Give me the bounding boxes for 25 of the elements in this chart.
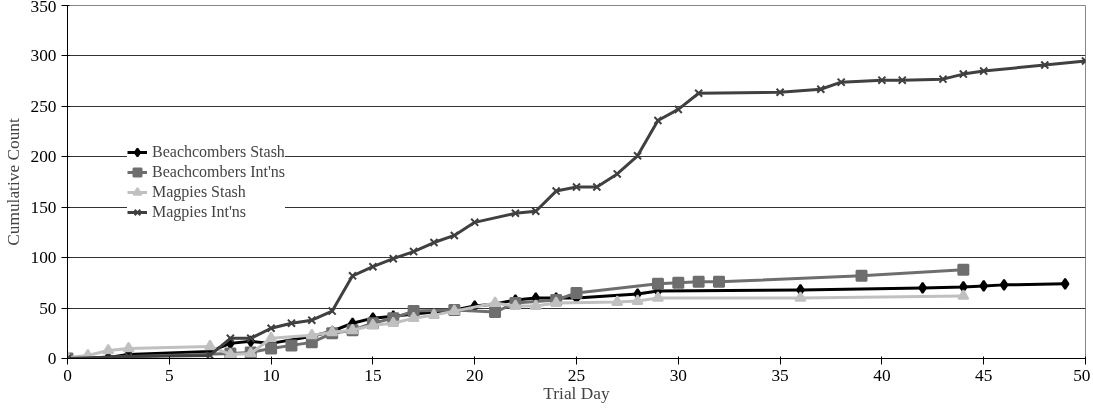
x-tick-label: 25 [567,365,586,385]
x-tick-label: 5 [164,365,174,385]
y-tick-label: 350 [30,0,57,16]
y-tick-label: 300 [30,46,57,66]
x-tick-label: 40 [873,365,891,385]
y-tick-label: 0 [47,349,57,368]
x-tick-label: 30 [669,365,687,385]
x-tick-label: 0 [63,365,72,385]
x-axis-title: Trial Day [543,383,610,403]
x-tick-label: 15 [364,365,382,385]
y-tick-label: 100 [30,248,57,268]
legend-label: Beachcombers Stash [152,142,285,161]
y-tick-label: 50 [39,298,57,318]
x-tick-label: 45 [975,365,993,385]
legend-label: Beachcombers Int'ns [152,162,286,181]
x-tick-label: 50 [1073,365,1091,385]
legend-label: Magpies Int'ns [152,202,246,221]
y-axis-title: Cumulative Count [3,118,23,246]
x-tick-label: 10 [262,365,280,385]
x-tick-label: 35 [771,365,789,385]
y-tick-label: 150 [30,197,57,217]
y-tick-label: 250 [30,96,57,116]
y-tick-label: 200 [30,147,57,167]
legend-label: Magpies Stash [152,182,246,201]
x-tick-label: 20 [466,365,484,385]
